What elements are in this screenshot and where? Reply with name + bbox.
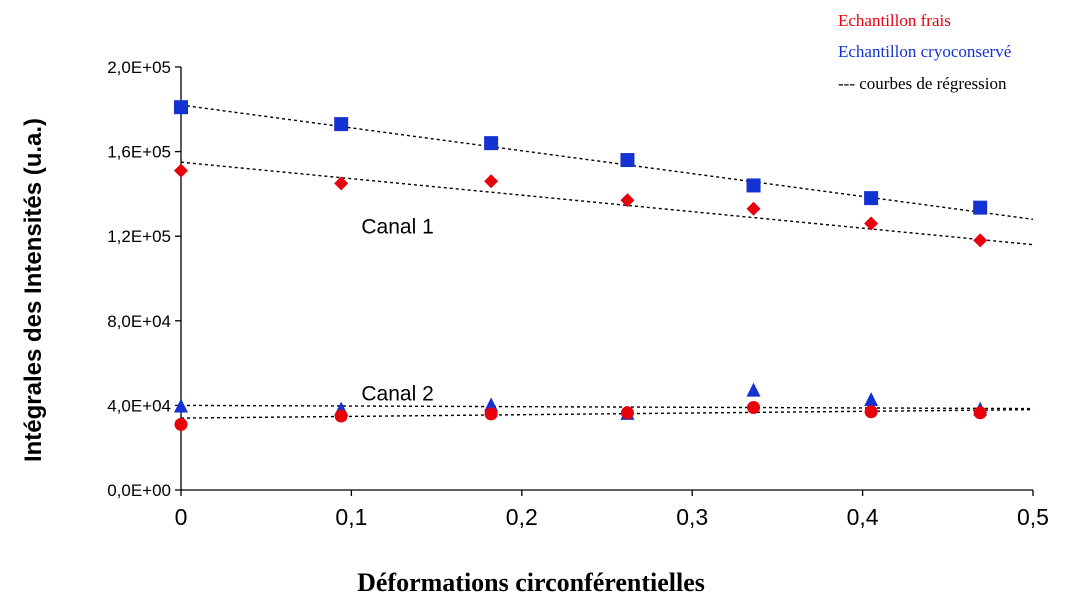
- y-tick-label: 8,0E+04: [107, 312, 171, 331]
- annotation-label: Canal 2: [361, 383, 433, 406]
- data-point-triangle: [484, 397, 499, 412]
- x-ticks: 0 0,1 0,2 0,3 0,4 0,5: [175, 490, 1049, 530]
- legend-entry-fresh: Echantillon frais: [838, 11, 951, 30]
- data-point-circle: [747, 401, 761, 415]
- regression-lines: [180, 104, 1034, 419]
- data-point-diamond: [746, 201, 761, 216]
- regression-line: [180, 161, 1034, 246]
- y-axis-title: Intégrales des Intensités (u.a.): [20, 118, 47, 462]
- data-point-circle: [973, 406, 987, 420]
- x-tick-label: 0,4: [847, 504, 879, 530]
- regression-line: [180, 104, 1034, 220]
- data-points: [174, 100, 988, 431]
- data-point-triangle: [864, 392, 879, 407]
- data-point-diamond: [484, 174, 499, 189]
- legend-entry-regression: --- courbes de régression: [838, 74, 1007, 93]
- x-tick-label: 0,3: [676, 504, 708, 530]
- y-tick-label: 4,0E+04: [107, 396, 171, 415]
- regression-line: [180, 408, 1034, 419]
- data-point-diamond: [174, 163, 188, 178]
- data-point-circle: [484, 407, 498, 421]
- data-point-triangle: [174, 398, 188, 413]
- data-point-square: [973, 200, 988, 215]
- regression-line: [180, 404, 1034, 410]
- data-point-square: [620, 153, 635, 168]
- data-point-circle: [334, 409, 348, 423]
- axes: [180, 67, 1033, 491]
- data-point-square: [484, 136, 499, 151]
- annotations: Canal 1 Canal 2: [361, 216, 433, 406]
- data-point-diamond: [973, 233, 988, 248]
- x-tick-label: 0: [175, 504, 188, 530]
- legend: Echantillon frais Echantillon cryoconser…: [838, 11, 1011, 93]
- data-point-square: [334, 117, 349, 132]
- y-tick-label: 2,0E+05: [107, 58, 171, 77]
- data-point-circle: [864, 405, 878, 419]
- data-point-square: [864, 191, 879, 206]
- data-point-diamond: [864, 216, 879, 231]
- data-point-circle: [620, 406, 634, 420]
- data-point-diamond: [334, 176, 349, 191]
- legend-entry-cryo: Echantillon cryoconservé: [838, 42, 1011, 61]
- y-tick-label: 1,6E+05: [107, 143, 171, 162]
- data-point-square: [746, 178, 761, 193]
- x-tick-label: 0,5: [1017, 504, 1049, 530]
- data-point-square: [174, 100, 188, 115]
- annotation-label: Canal 1: [361, 216, 433, 239]
- data-point-diamond: [620, 193, 635, 208]
- x-tick-label: 0,1: [335, 504, 367, 530]
- x-axis-title: Déformations circonférentielles: [357, 568, 705, 597]
- y-tick-label: 0,0E+00: [107, 481, 171, 500]
- data-point-triangle: [746, 382, 761, 397]
- x-tick-label: 0,2: [506, 504, 538, 530]
- data-point-circle: [174, 417, 188, 431]
- y-ticks: 0,0E+00 4,0E+04 8,0E+04 1,2E+05 1,6E+05 2,0E+…: [107, 58, 181, 500]
- y-tick-label: 1,2E+05: [107, 227, 171, 246]
